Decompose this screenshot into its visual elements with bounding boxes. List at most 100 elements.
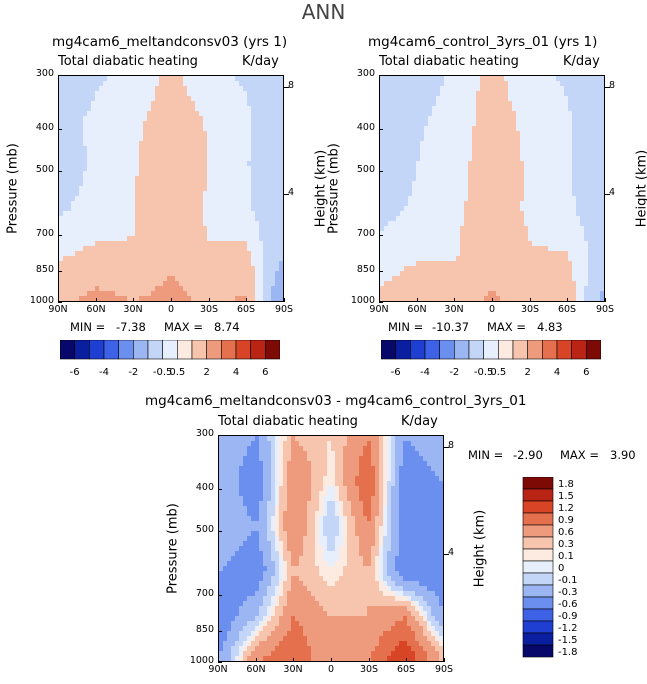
heatmap-cell [191,81,196,87]
heatmap-cell [592,146,597,152]
heatmap-cell [179,156,184,162]
heatmap-cell [163,211,168,217]
y2-tick-mark [284,194,289,195]
heatmap-cell [187,271,192,277]
heatmap-cell [472,186,477,192]
heatmap-cell [143,86,148,92]
heatmap-cell [600,101,604,107]
heatmap-cell [456,91,461,97]
heatmap-cell [476,206,481,212]
heatmap-cell [492,131,497,137]
heatmap-cell [159,181,164,187]
heatmap-cell [540,196,545,202]
heatmap-cell [440,81,445,87]
heatmap-cell [520,221,525,227]
heatmap-cell [235,246,240,252]
heatmap-cell [512,141,517,147]
heatmap-cell [175,251,180,257]
heatmap-cell [468,96,473,102]
heatmap-cell [91,116,96,122]
heatmap-cell [267,136,272,142]
heatmap-cell [263,251,268,257]
heatmap-cell [255,191,260,197]
heatmap-cell [243,291,248,297]
heatmap-cell [572,206,577,212]
heatmap-cell [135,106,140,112]
heatmap-cell [123,141,128,147]
heatmap-cell [512,201,517,207]
heatmap-cell [588,186,593,192]
heatmap-cell [147,186,152,192]
heatmap-cell [440,211,445,217]
panel-2-title: mg4cam6_control_3yrs_01 (yrs 1) [368,34,598,50]
heatmap-cell [203,201,208,207]
heatmap-cell [396,111,401,117]
heatmap-cell [420,211,425,217]
heatmap-cell [584,236,589,242]
heatmap-cell [532,161,537,167]
heatmap-cell [592,116,597,122]
heatmap-cell [123,86,128,92]
heatmap-cell [171,251,176,257]
heatmap-cell [472,191,477,197]
heatmap-cell [267,216,272,222]
heatmap-cell [183,256,188,262]
heatmap-cell [564,251,569,257]
heatmap-cell [75,181,80,187]
heatmap-cell [528,151,533,157]
heatmap-cell [460,91,465,97]
heatmap-cell [171,116,176,122]
heatmap-cell [279,286,283,292]
heatmap-cell [231,211,236,217]
heatmap-cell [524,106,529,112]
heatmap-cell [143,156,148,162]
panel-1-field: Total diabatic heating [58,54,198,69]
heatmap-cell [271,266,276,272]
heatmap-cell [488,141,493,147]
heatmap-cell [243,121,248,127]
heatmap-cell [215,161,220,167]
heatmap-cell [480,221,485,227]
heatmap-cell [223,166,228,172]
y-tick-mark [58,271,62,272]
heatmap-cell [468,256,473,262]
heatmap-cell [147,86,152,92]
heatmap-cell [115,216,120,222]
heatmap-cell [187,286,192,292]
heatmap-cell [227,121,232,127]
heatmap-cell [396,81,401,87]
heatmap-cell [424,106,429,112]
heatmap-cell [548,186,553,192]
heatmap-cell [392,226,397,232]
heatmap-cell [199,246,204,252]
heatmap-cell [163,126,168,132]
heatmap-cell [380,136,385,142]
heatmap-cell [528,236,533,242]
heatmap-cell [95,146,100,152]
heatmap-cell [183,171,188,177]
heatmap-cell [444,101,449,107]
heatmap-cell [99,246,104,252]
heatmap-cell [540,121,545,127]
heatmap-cell [243,206,248,212]
heatmap-cell [207,276,212,282]
heatmap-cell [79,151,84,157]
heatmap-cell [263,216,268,222]
heatmap-cell [580,121,585,127]
heatmap-cell [484,101,489,107]
heatmap-cell [556,266,561,272]
heatmap-cell [127,146,132,152]
heatmap-cell [83,151,88,157]
heatmap-cell [600,151,604,157]
heatmap-cell [175,201,180,207]
heatmap-cell [416,271,421,277]
heatmap-cell [420,126,425,132]
heatmap-cell [275,216,280,222]
heatmap-cell [183,186,188,192]
heatmap-cell [279,191,283,197]
heatmap-cell [532,166,537,172]
heatmap-cell [424,286,429,292]
heatmap-cell [179,91,184,97]
heatmap-cell [572,271,577,277]
heatmap-cell [592,131,597,137]
